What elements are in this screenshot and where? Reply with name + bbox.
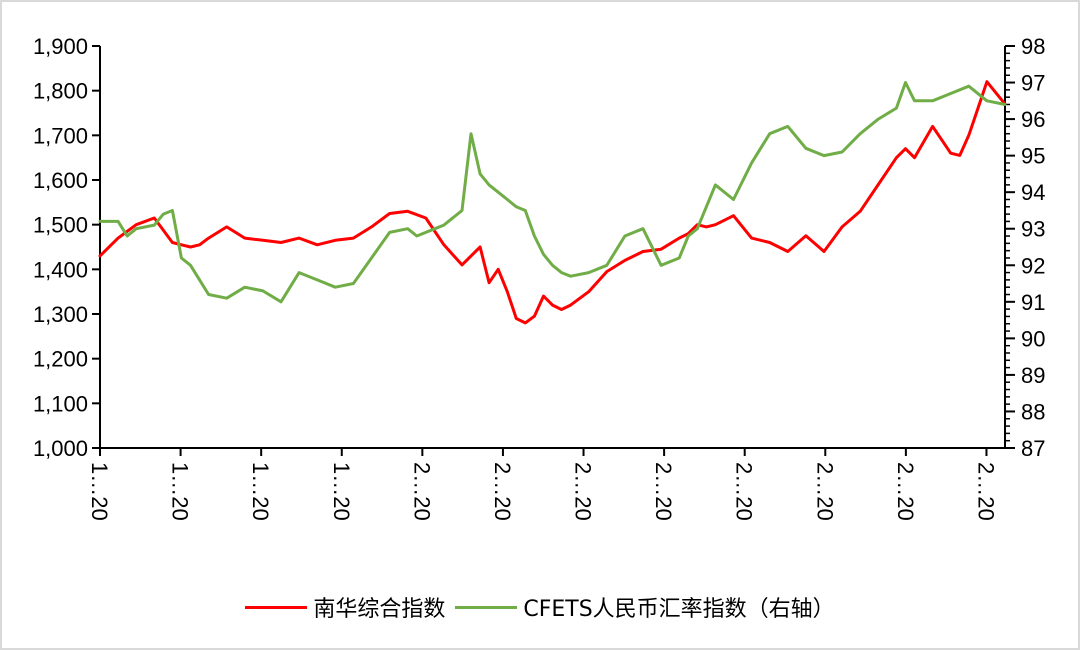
y-left-tick-label: 1,500 [33,213,88,238]
y-right-tick-label: 91 [1021,290,1045,315]
x-tick-label: 2…20 [490,462,515,521]
y-left-tick-label: 1,200 [33,347,88,372]
y-right-tick-label: 96 [1021,107,1045,132]
legend-item-nanhua: 南华综合指数 [245,591,445,623]
x-tick-label: 2…20 [409,462,434,521]
y-left-tick-label: 1,100 [33,391,88,416]
y-right-tick-label: 97 [1021,71,1045,96]
y-right-tick-label: 94 [1021,180,1045,205]
x-tick-label: 2…20 [651,462,676,521]
legend-swatch-nanhua [245,605,308,609]
y-left-tick-label: 1,600 [33,168,88,193]
x-tick-label: 1…20 [329,462,354,521]
series-lines [98,80,1007,325]
y-left-tick-label: 1,900 [33,34,88,59]
y-left-tick-label: 1,400 [33,257,88,282]
legend: 南华综合指数 CFETS人民币汇率指数（右轴） [2,587,1078,627]
y-right-tick-label: 88 [1021,399,1045,424]
legend-item-cfets: CFETS人民币汇率指数（右轴） [455,591,835,623]
legend-label-nanhua: 南华综合指数 [313,597,446,622]
x-tick-label: 2…20 [732,462,757,521]
y-left-tick-label: 1,000 [33,436,88,461]
series-line-nanhua [98,80,1007,325]
y-right-tick-label: 90 [1021,326,1045,351]
y-right-tick-label: 93 [1021,217,1045,242]
x-tick-label: 2…20 [973,462,998,521]
x-tick-label: 2…20 [893,462,918,521]
x-tick-label: 2…20 [571,462,596,521]
x-tick-label: 2…20 [812,462,837,521]
y-left-tick-label: 1,800 [33,79,88,104]
y-left-tick-label: 1,300 [33,302,88,327]
y-left-tick-label: 1,700 [33,123,88,148]
legend-label-cfets: CFETS人民币汇率指数（右轴） [523,597,835,622]
x-tick-label: 1…20 [87,462,112,521]
y-right-tick-label: 98 [1021,34,1045,59]
x-tick-label: 1…20 [248,462,273,521]
legend-swatch-cfets [455,605,518,609]
series-line-cfets [98,81,1007,304]
axes: 1,000 1,100 1,200 1,300 1,400 1,500 1,600 1,700… [33,34,1046,521]
y-right-tick-label: 92 [1021,253,1045,278]
y-right-tick-label: 87 [1021,436,1045,461]
y-right-tick-label: 95 [1021,144,1045,169]
x-tick-label: 1…20 [168,462,193,521]
y-right-tick-label: 89 [1021,363,1045,388]
